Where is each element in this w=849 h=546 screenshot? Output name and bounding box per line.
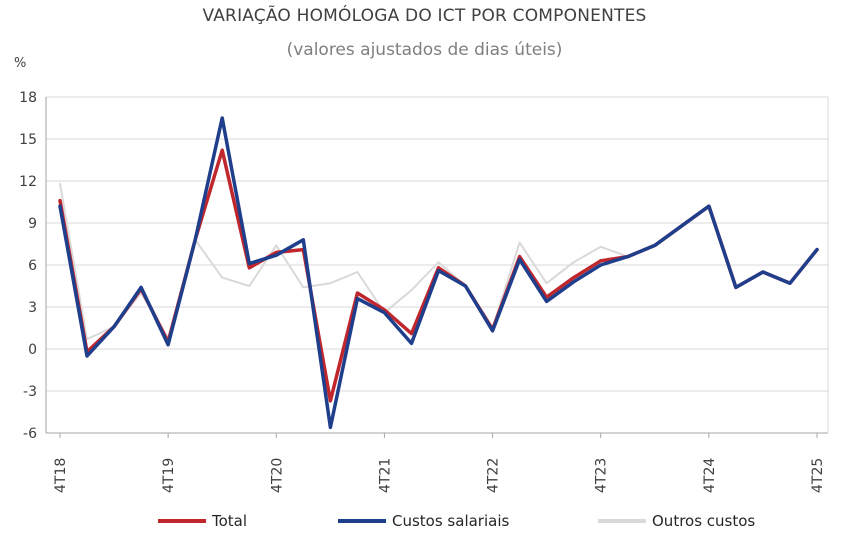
y-axis-unit-label: % — [14, 56, 27, 71]
y-tick-label: 0 — [28, 342, 37, 358]
chart-legend: Total Custos salariais Outros custos — [0, 512, 849, 536]
legend-item-outros-custos: Outros custos — [598, 512, 755, 530]
y-tick-label: 3 — [28, 300, 37, 316]
x-tick-label: 4T21 — [377, 458, 393, 493]
legend-swatch-outros-custos — [598, 519, 646, 523]
x-tick-label: 4T24 — [702, 458, 718, 493]
y-tick-label: 9 — [28, 216, 37, 232]
line-chart: 18 15 12 9 6 3 0 -3 -6 4T18 4T19 4T20 4T21 4T22 4T23 4T… — [19, 90, 829, 493]
legend-swatch-custos-salariais — [338, 519, 386, 523]
x-tick-label: 4T22 — [486, 458, 502, 493]
y-tick-label: 15 — [19, 132, 37, 148]
y-tick-label: 12 — [19, 174, 37, 190]
legend-swatch-total — [158, 519, 206, 523]
legend-item-total: Total — [158, 512, 247, 530]
y-tick-label: -6 — [23, 426, 37, 442]
legend-label-outros-custos: Outros custos — [652, 512, 756, 530]
x-tick-label: 4T18 — [53, 458, 69, 493]
x-tick-label: 4T20 — [269, 458, 285, 493]
legend-label-custos-salariais: Custos salariais — [392, 512, 510, 530]
y-tick-label: 6 — [28, 258, 37, 274]
chart-title: VARIAÇÃO HOMÓLOGA DO ICT POR COMPONENTES — [202, 6, 647, 26]
y-tick-label: 18 — [19, 90, 37, 106]
x-tick-label: 4T19 — [161, 458, 177, 493]
x-tick-label: 4T25 — [810, 458, 826, 493]
chart-subtitle: (valores ajustados de dias úteis) — [286, 40, 563, 60]
series-line-custos-salariais — [58, 116, 819, 430]
y-tick-label: -3 — [23, 384, 37, 400]
legend-label-total: Total — [212, 512, 248, 530]
legend-item-custos-salariais: Custos salariais — [338, 512, 509, 530]
x-tick-label: 4T23 — [594, 458, 610, 493]
